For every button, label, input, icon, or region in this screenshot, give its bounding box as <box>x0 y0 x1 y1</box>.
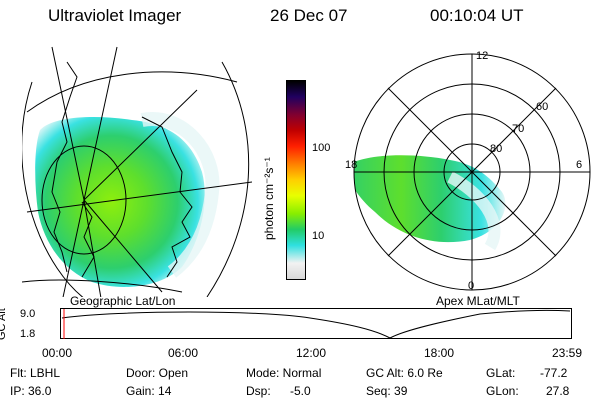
geo-caption: Geographic Lat/Lon <box>70 294 176 308</box>
altitude-timeline <box>60 308 572 339</box>
time-label: 00:10:04 UT <box>430 6 524 25</box>
aurora-emission-polar <box>354 155 506 243</box>
mlt-label-0: 0 <box>468 280 474 292</box>
mlt-label-18: 18 <box>345 159 357 171</box>
mode-info: Mode: Normal <box>246 366 322 380</box>
colorbar-units: photon cm⁻²s⁻¹ <box>262 157 276 240</box>
door-info: Door: Open <box>126 366 189 380</box>
filter-info: Flt: LBHL <box>10 366 61 380</box>
ip-info: IP: 36.0 <box>10 384 52 398</box>
date-label: 26 Dec 07 <box>270 6 348 25</box>
gc-alt-info: GC Alt: 6.0 Re <box>366 366 443 380</box>
glon-label: GLon: <box>486 384 519 398</box>
glon-value: 27.8 <box>546 384 570 398</box>
mlt-label-6: 6 <box>576 159 582 171</box>
mlat-label-60: 60 <box>536 101 548 113</box>
glat-label: GLat: <box>486 366 516 380</box>
seq-info: Seq: 39 <box>366 384 408 398</box>
timeline-ytick-high: 9.0 <box>20 308 36 320</box>
dsp-label: Dsp: <box>246 384 271 398</box>
timeline-ylabel: GC Alt <box>0 308 8 340</box>
gain-info: Gain: 14 <box>126 384 172 398</box>
glat-value: -77.2 <box>540 366 568 380</box>
timeline-xtick-0600: 06:00 <box>168 346 199 360</box>
colorbar-tick-10: 10 <box>312 230 325 242</box>
colorbar-tick-100: 100 <box>312 142 331 154</box>
timeline-xtick-2359: 23:59 <box>552 346 583 360</box>
instrument-title: Ultraviolet Imager <box>48 6 182 25</box>
geographic-image <box>22 46 252 297</box>
coastline <box>51 61 78 273</box>
colorbar <box>286 80 306 280</box>
polar-plot: 12 18 6 0 60 70 80 <box>345 50 591 292</box>
aurora-emission-geo <box>35 117 205 287</box>
mlt-label-12: 12 <box>476 50 488 62</box>
timeline-xtick-1800: 18:00 <box>424 346 455 360</box>
altitude-curve <box>61 309 571 339</box>
dsp-value: -5.0 <box>290 384 311 398</box>
mlat-label-70: 70 <box>512 123 524 135</box>
timeline-xtick-1200: 12:00 <box>296 346 327 360</box>
polar-caption: Apex MLat/MLT <box>436 294 520 308</box>
mlat-label-80: 80 <box>490 143 502 155</box>
timeline-ytick-low: 1.8 <box>20 328 36 340</box>
timeline-xtick-0000: 00:00 <box>42 346 73 360</box>
